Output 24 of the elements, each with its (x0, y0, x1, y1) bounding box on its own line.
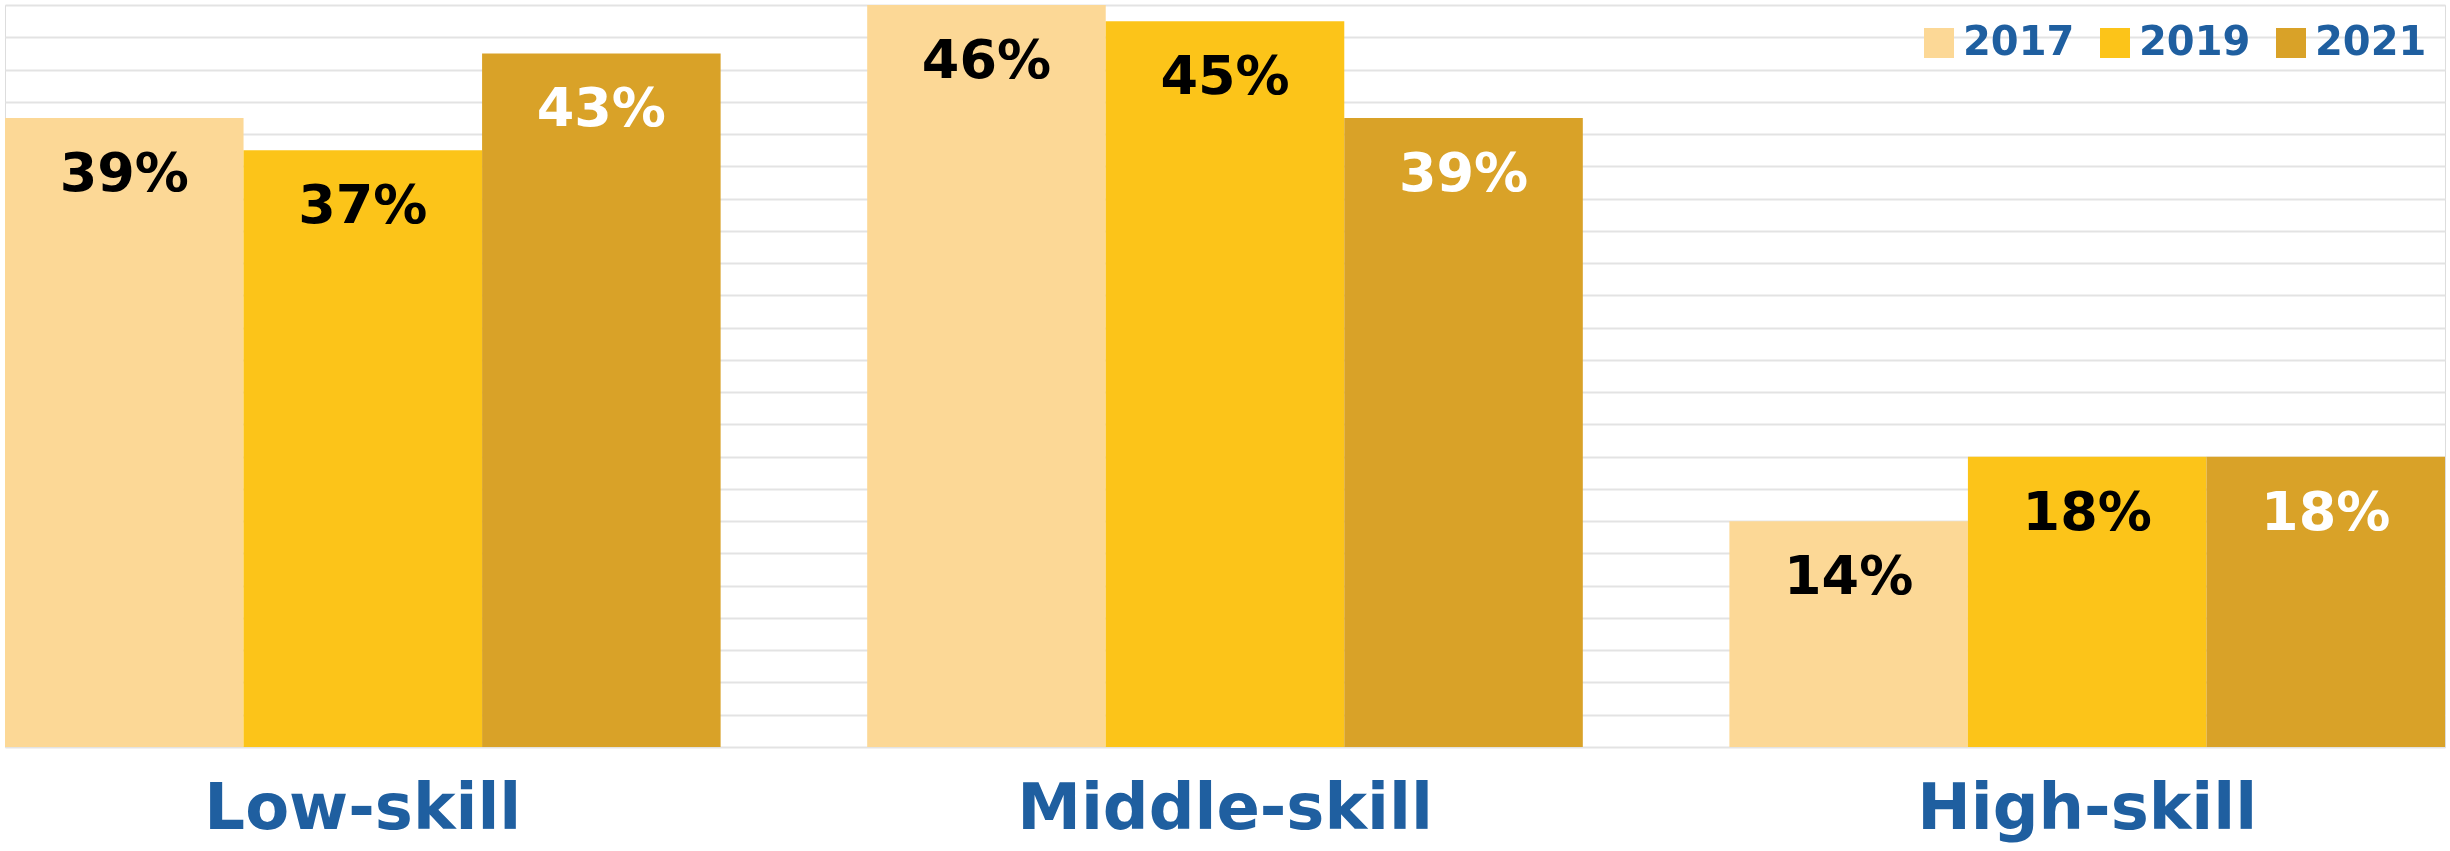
bar (1105, 21, 1345, 747)
data-label: 39% (1398, 140, 1529, 204)
x-tick-label: Middle-skill (1017, 769, 1433, 844)
legend-label: 2019 (2139, 18, 2251, 64)
bar (1729, 521, 1968, 747)
data-label: 46% (921, 28, 1052, 91)
bar (482, 53, 721, 747)
bar (867, 5, 1106, 747)
x-tick-label: Low-skill (204, 769, 522, 844)
x-tick-label: High-skill (1917, 769, 2258, 844)
bar (5, 117, 244, 747)
bar (1344, 117, 1583, 747)
bar (1967, 456, 2207, 747)
data-label: 18% (2022, 479, 2152, 543)
data-label: 45% (1160, 44, 1290, 108)
legend-label: 2017 (1963, 18, 2075, 64)
data-label: 43% (536, 76, 666, 140)
bar (2206, 456, 2445, 747)
data-label: 14% (1784, 544, 1914, 608)
data-label: 37% (298, 173, 428, 237)
legend-label: 2021 (2315, 18, 2427, 64)
data-label: 18% (2261, 479, 2391, 543)
bar (243, 150, 483, 747)
data-label: 39% (59, 140, 189, 204)
